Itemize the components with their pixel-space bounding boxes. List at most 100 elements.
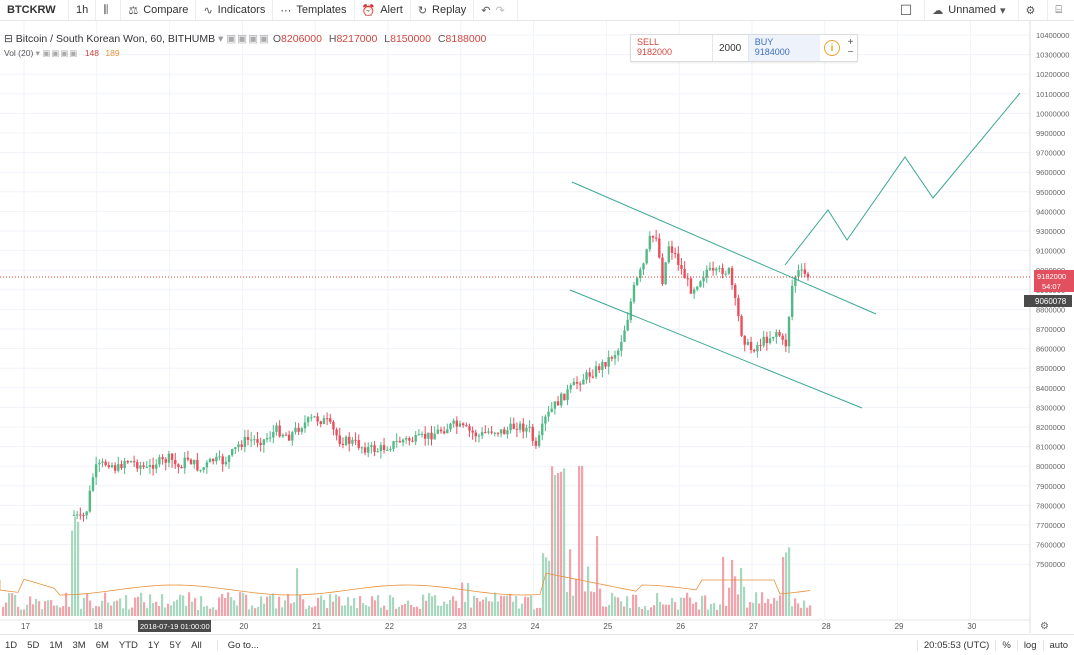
volume-bar [590,591,592,616]
candle-body [465,425,467,426]
range-3m[interactable]: 3M [68,640,91,651]
price-tick-label: 7700000 [1036,521,1065,530]
snapshot-button[interactable]: ⌸ [1048,0,1074,20]
goto-button[interactable]: Go to... [217,640,259,651]
settings-button[interactable]: ⚙ [1019,0,1049,20]
gear-icon[interactable]: ⚙ [1040,621,1049,632]
candle-body [165,459,167,463]
price-tick-label: 8100000 [1036,443,1065,452]
volume-bar [740,568,742,616]
range-1m[interactable]: 1M [44,640,67,651]
volume-title[interactable]: Vol (20) [4,48,33,58]
volume-bar [182,595,184,616]
buy-sell-panel: SELL 9182000 2000 BUY 9184000 i +− [630,34,858,62]
volume-bar [626,596,628,616]
chart-style-button[interactable]: ⫼ [96,0,121,20]
volume-bar [326,608,328,616]
legend-buttons-icon[interactable]: ▣▣▣▣ [226,33,270,45]
volume-bar [734,576,736,616]
volume-bar [392,597,394,616]
interval-button[interactable]: 1h [69,0,96,20]
volume-bar [194,598,196,616]
candle-body [721,268,723,274]
templates-button[interactable]: ⋯Templates [273,0,354,20]
range-5y[interactable]: 5Y [165,640,187,651]
time-tick-label: 27 [749,622,758,631]
cursor-time-value: 2018-07-19 01:00:00 [140,622,210,631]
utc-clock[interactable]: 20:05:53 (UTC) [917,640,995,651]
log-toggle[interactable]: log [1017,640,1043,651]
candle-body [677,254,679,265]
replay-button[interactable]: ↻Replay [411,0,474,20]
range-ytd[interactable]: YTD [114,640,143,651]
candle-body [617,351,619,355]
open-key: O [273,33,281,45]
redo-icon[interactable]: ↷ [496,4,505,17]
legend-buttons-icon[interactable]: ▣▣▣▣ [42,48,78,58]
info-button[interactable]: i [820,35,844,61]
candle-body [642,263,644,269]
volume-bar [14,595,16,616]
candle-body [291,432,293,440]
candle-body [478,436,480,437]
candle-body [237,444,239,447]
candle-body [190,460,192,465]
candle-body [212,459,214,461]
candle-body [687,278,689,279]
candle-body [294,428,296,432]
compare-button[interactable]: ⚖Compare [121,0,196,20]
layout-menu[interactable]: ☁Unnamed▾ [925,0,1018,20]
volume-bar [563,468,565,616]
time-tick-label: 30 [967,622,976,631]
volume-bar [446,604,448,616]
candle-body [484,432,486,433]
compare-label: Compare [143,4,188,16]
candle-body [421,434,423,435]
indicators-button[interactable]: ∿Indicators [196,0,273,20]
alert-button[interactable]: ⏰Alert [355,0,411,20]
candle-body [199,470,201,471]
fullscreen-button[interactable]: ☐ [893,0,926,20]
range-all[interactable]: All [186,640,207,651]
range-1y[interactable]: 1Y [143,640,165,651]
quantity-field[interactable]: 2000 [713,35,749,61]
auto-toggle[interactable]: auto [1043,640,1074,651]
quantity-stepper[interactable]: +− [844,35,857,61]
ohlc-values: O8206000 H8217000 L8150000 C8188000 [273,33,491,45]
templates-label: Templates [296,4,346,16]
undo-button[interactable]: ↶↷ [474,0,517,20]
candle-body [674,253,676,254]
range-5d[interactable]: 5D [22,640,44,651]
range-1d[interactable]: 1D [0,640,22,651]
candle-body [310,417,312,418]
candle-body [446,429,448,433]
minus-icon[interactable]: − [848,48,854,58]
symbol-search[interactable]: BTCKRW [0,0,69,20]
volume-bar [224,598,226,616]
candle-body [282,435,284,437]
range-6m[interactable]: 6M [91,640,114,651]
series-title[interactable]: Bitcoin / South Korean Won, 60, BITHUMB [16,33,215,45]
chart-canvas[interactable]: 1040000010300000102000001010000010000000… [0,21,1074,633]
candle-body [332,422,334,430]
sell-button[interactable]: SELL 9182000 [631,35,713,61]
volume-bar [233,600,235,616]
volume-bar [407,601,409,616]
chevron-down-icon[interactable]: ▾ [218,33,223,45]
projection-path[interactable] [785,93,1020,265]
candle-body [519,424,521,430]
legend-collapse-icon[interactable]: ⊟ [4,33,13,45]
chevron-down-icon[interactable]: ▾ [36,48,40,58]
channel-upper-line[interactable] [572,182,876,314]
volume-bar [716,610,718,616]
price-tick-label: 9900000 [1036,129,1065,138]
percent-toggle[interactable]: % [995,640,1016,651]
candle-body [772,337,774,339]
buy-button[interactable]: BUY 9184000 [749,35,820,61]
volume-bar [809,605,811,616]
volume-bar [782,557,784,616]
candle-body [747,342,749,345]
price-tick-label: 9300000 [1036,227,1065,236]
volume-bar [470,608,472,616]
